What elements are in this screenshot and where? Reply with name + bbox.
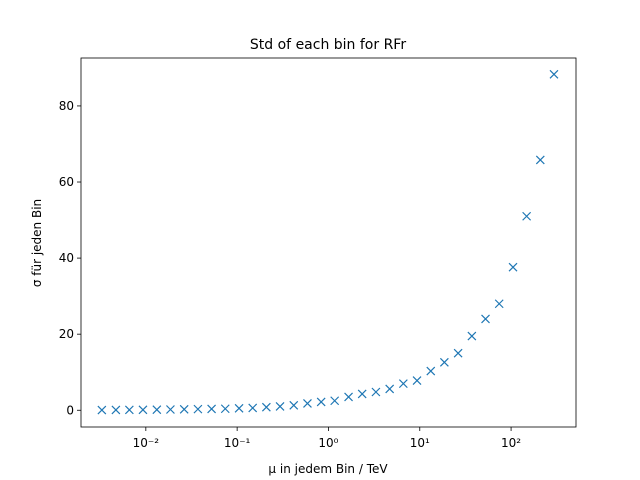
marker [275,402,285,411]
marker [330,396,340,406]
y-tick-label: 80 [59,99,74,113]
marker [166,405,175,414]
marker [439,357,449,367]
marker [481,314,490,324]
marker [467,331,477,341]
marker [426,366,436,376]
marker [549,69,559,79]
y-tick-label: 0 [66,403,74,417]
marker [124,405,134,415]
marker [453,348,463,358]
marker [220,404,230,414]
y-tick-label: 20 [59,327,74,341]
x-axis-label: μ in jedem Bin / TeV [268,462,388,476]
x-tick-label: 10⁰ [318,436,338,450]
marker [111,405,121,415]
marker [289,400,299,410]
marker [385,384,395,394]
x-tick-label: 10¹ [410,436,430,450]
x-tick-label: 10⁻¹ [224,436,251,450]
marker [97,405,107,415]
marker [412,376,422,386]
chart-title: Std of each bin for RFr [250,37,406,53]
marker [303,398,312,408]
marker [508,262,518,272]
marker [398,379,408,389]
marker [371,387,381,397]
y-tick-label: 60 [59,175,74,189]
marker [193,404,203,414]
marker [207,404,217,414]
marker [522,211,532,221]
marker [248,403,258,413]
marker [344,392,353,402]
marker [234,403,244,413]
x-tick-label: 10⁻² [133,436,160,450]
marker [138,405,148,415]
marker [261,402,271,412]
y-axis-label: σ für jeden Bin [30,199,44,287]
x-tick-label: 10² [501,436,521,450]
marker [357,389,367,399]
marker [179,404,189,414]
y-tick-label: 40 [59,251,74,265]
marker [152,405,162,415]
marker [316,397,326,407]
marker [494,299,504,309]
marker [535,155,545,165]
